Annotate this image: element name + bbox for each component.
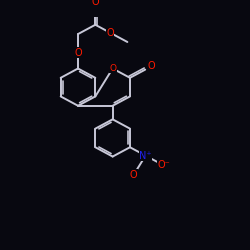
Text: O: O: [92, 0, 99, 8]
Text: O⁻: O⁻: [157, 160, 170, 170]
Text: O: O: [109, 64, 116, 73]
Text: O: O: [148, 61, 155, 71]
Text: O: O: [74, 48, 82, 58]
Text: O: O: [106, 28, 114, 38]
Text: N⁺: N⁺: [139, 150, 152, 160]
Text: O: O: [130, 170, 137, 180]
